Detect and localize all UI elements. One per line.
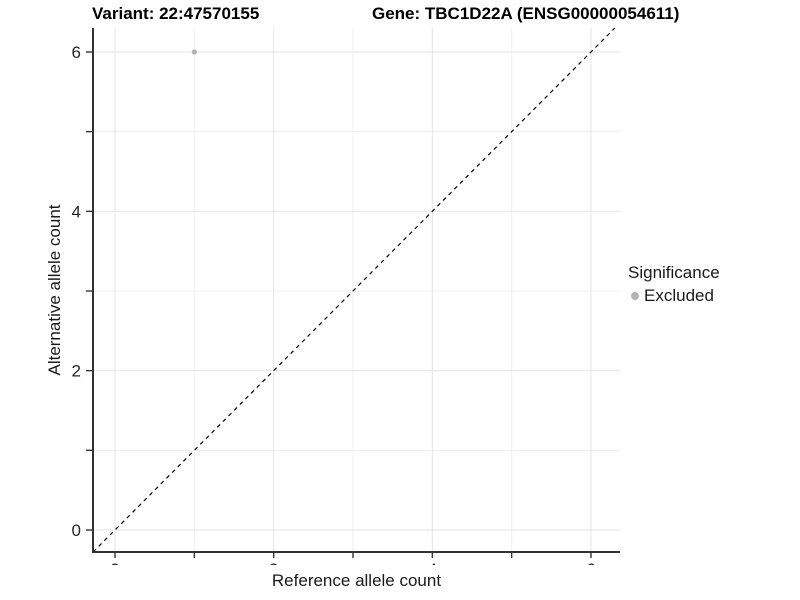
legend-title: Significance — [628, 263, 720, 282]
y-tick-label: 6 — [72, 43, 81, 62]
x-tick-label: 2 — [269, 560, 278, 565]
legend-item-label: Excluded — [644, 286, 714, 305]
y-axis-title: Alternative allele count — [45, 204, 64, 376]
plot-title-variant: Variant: 22:47570155 — [92, 4, 260, 23]
y-tick-label: 0 — [72, 521, 81, 540]
x-tick-label: 0 — [110, 560, 119, 565]
data-point — [191, 49, 197, 55]
x-tick-label: 6 — [586, 560, 595, 565]
x-tick-label: 4 — [428, 560, 437, 565]
x-axis-title: Reference allele count — [271, 571, 442, 590]
y-tick-label: 2 — [72, 362, 81, 381]
legend-marker-circle-icon — [631, 292, 639, 300]
legend-item-excluded: Excluded — [628, 286, 720, 306]
legend: Significance Excluded — [628, 263, 720, 306]
plot-title-gene: Gene: TBC1D22A (ENSG00000054611) — [372, 4, 680, 23]
identity-reference-line — [92, 27, 616, 553]
plot-panel: 0 0 2 2 4 4 6 6 — [72, 27, 620, 565]
y-tick-label: 4 — [72, 202, 81, 221]
